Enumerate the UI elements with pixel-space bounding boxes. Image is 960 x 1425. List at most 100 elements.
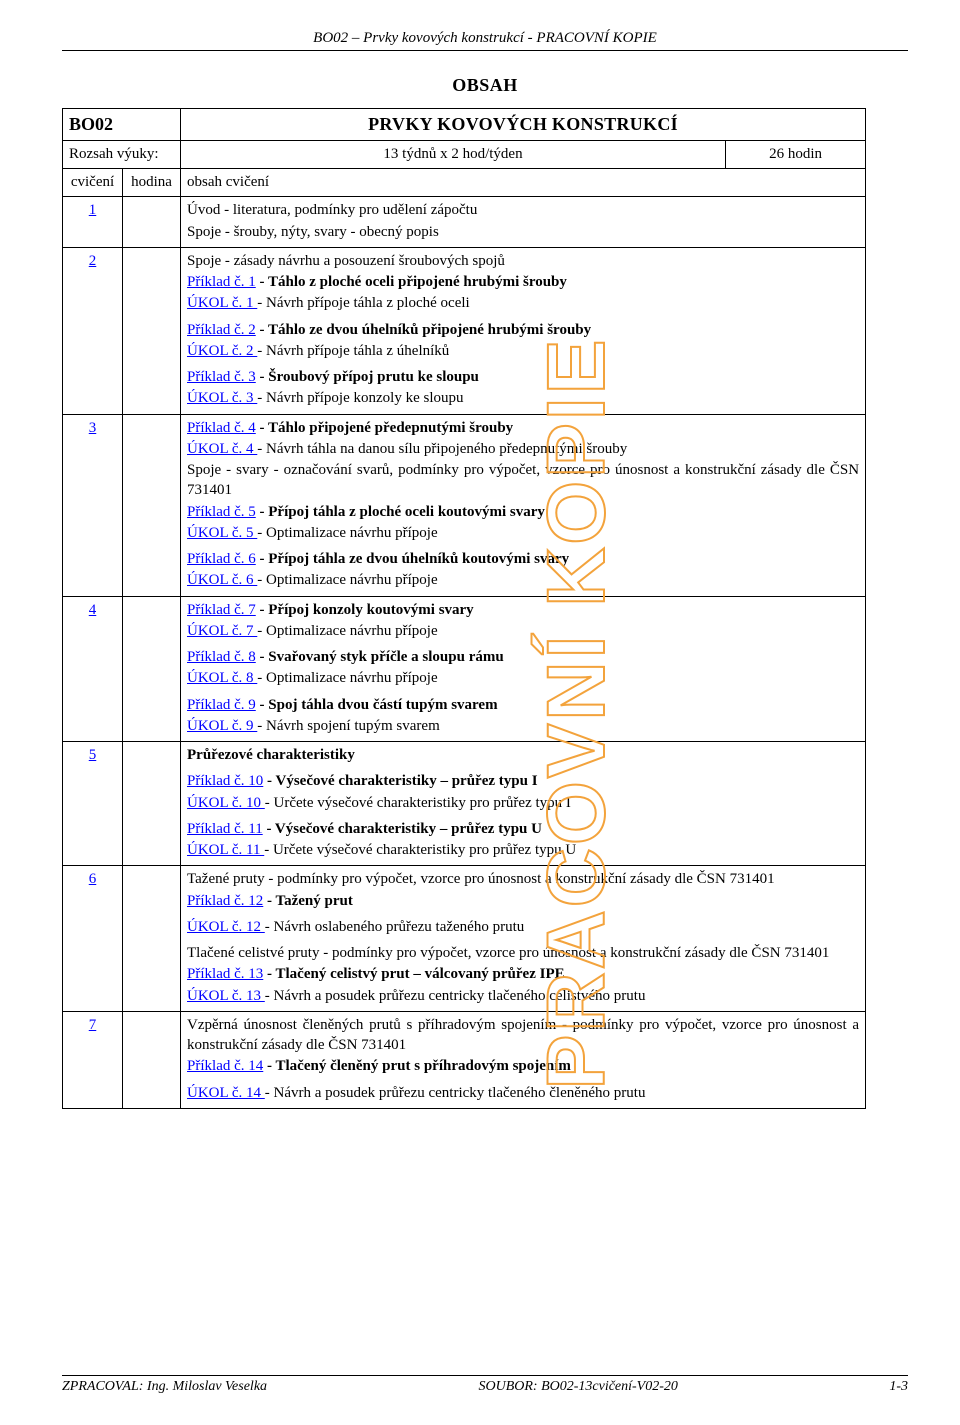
hodina-cell: [123, 866, 181, 1012]
content-line: Příklad č. 13 - Tlačený celistvý prut – …: [187, 964, 859, 984]
bold-suffix: - Tlačený členěný prut s příhradovým spo…: [263, 1058, 571, 1074]
content-cell: Úvod - literatura, podmínky pro udělení …: [181, 197, 866, 248]
hodina-cell: [123, 414, 181, 596]
row-number[interactable]: 5: [63, 742, 123, 866]
priklad-link[interactable]: Příklad č. 8: [187, 649, 256, 665]
table-row: 7 Vzpěrná únosnost členěných prutů s příh…: [63, 1011, 866, 1108]
ukol-link[interactable]: ÚKOL č. 4: [187, 441, 257, 457]
ukol-link[interactable]: ÚKOL č. 6: [187, 572, 257, 588]
priklad-link[interactable]: Příklad č. 12: [187, 893, 263, 909]
content-line: ÚKOL č. 10 - Určete výsečové charakteris…: [187, 793, 859, 813]
ukol-link[interactable]: ÚKOL č. 12: [187, 919, 265, 935]
bold-suffix: - Táhlo připojené předepnutými šrouby: [256, 420, 513, 436]
priklad-link[interactable]: Příklad č. 5: [187, 504, 256, 520]
content-line: ÚKOL č. 11 - Určete výsečové charakteris…: [187, 840, 859, 860]
hodina-cell: [123, 1011, 181, 1108]
plain-suffix: - Optimalizace návrhu přípoje: [257, 572, 437, 588]
table-head-row: BO02 PRVKY KOVOVÝCH KONSTRUKCÍ: [63, 108, 866, 140]
plain-suffix: - Určete výsečové charakteristiky pro pr…: [264, 842, 576, 858]
content-line: Tažené pruty - podmínky pro výpočet, vzo…: [187, 869, 859, 889]
footer-page: 1-3: [889, 1378, 908, 1397]
content-line: Příklad č. 3 - Šroubový přípoj prutu ke …: [187, 367, 859, 387]
content-line: ÚKOL č. 2 - Návrh přípoje táhla z úhelní…: [187, 341, 859, 361]
content-line: ÚKOL č. 6 - Optimalizace návrhu přípoje: [187, 570, 859, 590]
bold-text: Průřezové charakteristiky: [187, 747, 355, 763]
content-line: Úvod - literatura, podmínky pro udělení …: [187, 200, 859, 220]
row-number[interactable]: 7: [63, 1011, 123, 1108]
plain-suffix: - Návrh přípoje konzoly ke sloupu: [257, 390, 463, 406]
content-line: ÚKOL č. 5 - Optimalizace návrhu přípoje: [187, 523, 859, 543]
ukol-link[interactable]: ÚKOL č. 2: [187, 343, 257, 359]
ukol-link[interactable]: ÚKOL č. 3: [187, 390, 257, 406]
priklad-link[interactable]: Příklad č. 14: [187, 1058, 263, 1074]
plain-suffix: - Návrh přípoje táhla z ploché oceli: [257, 295, 469, 311]
bold-suffix: - Výsečové charakteristiky – průřez typu…: [263, 773, 537, 789]
content-line: Spoje - svary - označování svarů, podmín…: [187, 460, 859, 501]
content-line: Průřezové charakteristiky: [187, 745, 859, 765]
priklad-link[interactable]: Příklad č. 6: [187, 551, 256, 567]
hr-bottom: [62, 1375, 908, 1376]
ukol-link[interactable]: ÚKOL č. 11: [187, 842, 264, 858]
priklad-link[interactable]: Příklad č. 2: [187, 322, 256, 338]
schedule-row: Rozsah výuky: 13 týdnů x 2 hod/týden 26 …: [63, 140, 866, 168]
table-row: 5 Průřezové charakteristiky Příklad č. 10…: [63, 742, 866, 866]
priklad-link[interactable]: Příklad č. 7: [187, 602, 256, 618]
plain-suffix: - Návrh táhla na danou sílu připojeného …: [257, 441, 627, 457]
content-line: Příklad č. 6 - Přípoj táhla ze dvou úhel…: [187, 549, 859, 569]
weeks-cell: 13 týdnů x 2 hod/týden: [181, 140, 726, 168]
table-row: 2Spoje - zásady návrhu a posouzení šroub…: [63, 247, 866, 414]
ukol-link[interactable]: ÚKOL č. 13: [187, 988, 265, 1004]
ukol-link[interactable]: ÚKOL č. 10: [187, 795, 265, 811]
hodina-cell: [123, 197, 181, 248]
col-obsah: obsah cvičení: [181, 169, 866, 197]
bold-suffix: - Táhlo z ploché oceli připojené hrubými…: [256, 274, 567, 290]
priklad-link[interactable]: Příklad č. 4: [187, 420, 256, 436]
row-number[interactable]: 6: [63, 866, 123, 1012]
content-line: Tlačené celistvé pruty - podmínky pro vý…: [187, 943, 859, 963]
row-number[interactable]: 2: [63, 247, 123, 414]
content-line: ÚKOL č. 13 - Návrh a posudek průřezu cen…: [187, 986, 859, 1006]
content-line: ÚKOL č. 9 - Návrh spojení tupým svarem: [187, 716, 859, 736]
table-row: 6 Tažené pruty - podmínky pro výpočet, vz…: [63, 866, 866, 1012]
bold-suffix: - Táhlo ze dvou úhelníků připojené hrubý…: [256, 322, 591, 338]
priklad-link[interactable]: Příklad č. 1: [187, 274, 256, 290]
bold-suffix: - Spoj táhla dvou částí tupým svarem: [256, 697, 498, 713]
row-number[interactable]: 3: [63, 414, 123, 596]
row-number[interactable]: 4: [63, 596, 123, 742]
content-cell: Příklad č. 4 - Táhlo připojené předepnut…: [181, 414, 866, 596]
footer-author: ZPRACOVAL: Ing. Miloslav Veselka: [62, 1378, 267, 1397]
plain-suffix: - Optimalizace návrhu přípoje: [257, 670, 437, 686]
plain-suffix: - Návrh a posudek průřezu centricky tlač…: [265, 988, 646, 1004]
row-number[interactable]: 1: [63, 197, 123, 248]
table-row: 1 Úvod - literatura, podmínky pro udělení…: [63, 197, 866, 248]
priklad-link[interactable]: Příklad č. 3: [187, 369, 256, 385]
content-cell: Průřezové charakteristiky Příklad č. 10 -…: [181, 742, 866, 866]
bold-suffix: - Tlačený celistvý prut – válcovaný průř…: [263, 966, 564, 982]
hodina-cell: [123, 742, 181, 866]
plain-suffix: - Návrh přípoje táhla z úhelníků: [257, 343, 449, 359]
ukol-link[interactable]: ÚKOL č. 1: [187, 295, 257, 311]
hr-top: [62, 50, 908, 51]
plain-suffix: - Určete výsečové charakteristiky pro pr…: [265, 795, 571, 811]
content-line: Příklad č. 11 - Výsečové charakteristiky…: [187, 819, 859, 839]
table-row: 3 Příklad č. 4 - Táhlo připojené předepnu…: [63, 414, 866, 596]
ukol-link[interactable]: ÚKOL č. 7: [187, 623, 257, 639]
content-line: ÚKOL č. 14 - Návrh a posudek průřezu cen…: [187, 1083, 859, 1103]
ukol-link[interactable]: ÚKOL č. 5: [187, 525, 257, 541]
ukol-link[interactable]: ÚKOL č. 9: [187, 718, 257, 734]
col-hodina: hodina: [123, 169, 181, 197]
content-line: Příklad č. 7 - Přípoj konzoly koutovými …: [187, 600, 859, 620]
content-line: ÚKOL č. 7 - Optimalizace návrhu přípoje: [187, 621, 859, 641]
priklad-link[interactable]: Příklad č. 11: [187, 821, 263, 837]
ukol-link[interactable]: ÚKOL č. 8: [187, 670, 257, 686]
footer-file: SOUBOR: BO02-13cvičení-V02-20: [478, 1378, 677, 1397]
ukol-link[interactable]: ÚKOL č. 14: [187, 1085, 265, 1101]
priklad-link[interactable]: Příklad č. 9: [187, 697, 256, 713]
content-line: Vzpěrná únosnost členěných prutů s příhr…: [187, 1015, 859, 1056]
bold-suffix: - Šroubový přípoj prutu ke sloupu: [256, 369, 479, 385]
content-table: BO02 PRVKY KOVOVÝCH KONSTRUKCÍ Rozsah vý…: [62, 108, 866, 1109]
priklad-link[interactable]: Příklad č. 10: [187, 773, 263, 789]
priklad-link[interactable]: Příklad č. 13: [187, 966, 263, 982]
hodina-cell: [123, 247, 181, 414]
bold-suffix: - Výsečové charakteristiky – průřez typu…: [263, 821, 542, 837]
